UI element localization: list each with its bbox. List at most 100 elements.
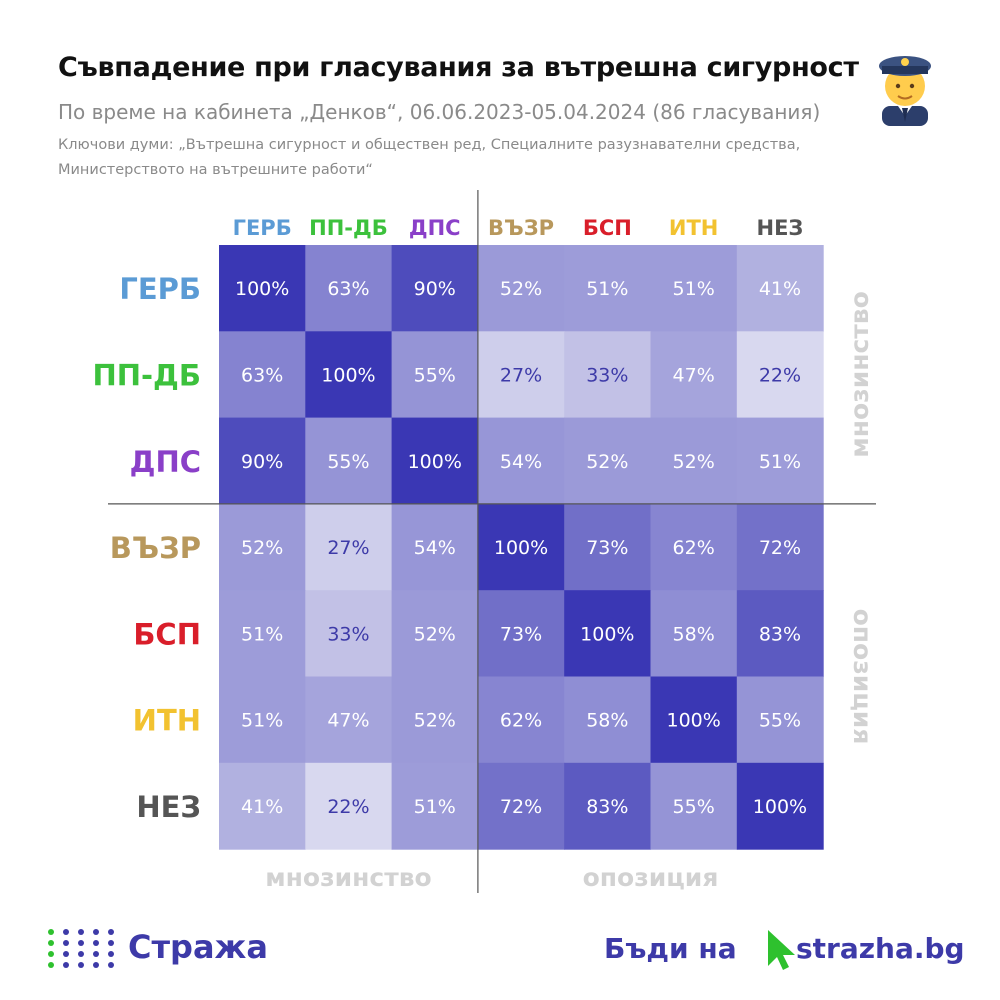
cell-value-label: 54% bbox=[414, 537, 456, 559]
cell-value-label: 100% bbox=[580, 623, 634, 645]
chart-subtitle: По време на кабинета „Денков“, 06.06.202… bbox=[58, 100, 821, 124]
column-header-label: ПП-ДБ bbox=[309, 216, 388, 240]
cell-value-label: 51% bbox=[673, 278, 715, 300]
heatmap-cell bbox=[736, 762, 824, 850]
heatmap-cell bbox=[736, 331, 824, 419]
heatmap-cell bbox=[736, 503, 824, 591]
cell-value-label: 22% bbox=[327, 796, 369, 818]
keywords-line-1: Ключови думи: „Вътрешна сигурност и обще… bbox=[58, 137, 801, 153]
strazha-logo: Стража bbox=[46, 926, 306, 970]
cell-value-label: 51% bbox=[241, 623, 283, 645]
cell-value-label: 22% bbox=[759, 364, 801, 386]
cell-value-label: 100% bbox=[321, 364, 375, 386]
heatmap-cell bbox=[477, 676, 565, 764]
cell-value-label: 90% bbox=[241, 451, 283, 473]
cell-value-label: 51% bbox=[414, 796, 456, 818]
heatmap-cell bbox=[477, 503, 565, 591]
cell-value-label: 73% bbox=[586, 537, 628, 559]
cell-value-label: 55% bbox=[673, 796, 715, 818]
heatmap-cell bbox=[219, 503, 306, 591]
row-header-label: ПП-ДБ bbox=[92, 358, 201, 392]
cell-value-label: 27% bbox=[327, 537, 369, 559]
heatmap-cell bbox=[564, 762, 652, 850]
column-header-label: НЕЗ bbox=[757, 216, 804, 240]
heatmap-cell bbox=[650, 245, 738, 332]
heatmap-cell bbox=[736, 676, 824, 764]
cell-value-label: 83% bbox=[759, 623, 801, 645]
cell-value-label: 55% bbox=[327, 451, 369, 473]
heatmap-cell bbox=[391, 417, 479, 505]
heatmap-cell bbox=[564, 676, 652, 764]
heatmap-cell bbox=[477, 245, 565, 332]
cursor-arrow-icon bbox=[768, 930, 795, 970]
heatmap-cell bbox=[305, 590, 393, 678]
heatmap-cell bbox=[564, 590, 652, 678]
cell-value-label: 100% bbox=[235, 278, 289, 300]
heatmap-cell bbox=[736, 590, 824, 678]
heatmap-cell bbox=[736, 417, 824, 505]
heatmap-cell bbox=[391, 590, 479, 678]
heatmap-cell bbox=[305, 503, 393, 591]
heatmap-cell bbox=[219, 762, 306, 850]
cell-value-label: 100% bbox=[494, 537, 548, 559]
row-header-label: ИТН bbox=[133, 704, 201, 738]
site-link[interactable]: strazha.bg bbox=[796, 932, 965, 965]
row-header-label: ДПС bbox=[130, 445, 201, 479]
cell-value-label: 33% bbox=[586, 364, 628, 386]
footer-cta: Бъди на strazha.bg bbox=[596, 928, 965, 972]
heatmap-cell bbox=[650, 590, 738, 678]
cell-value-label: 62% bbox=[673, 537, 715, 559]
heatmap-cell bbox=[219, 245, 306, 332]
heatmap-cell bbox=[219, 417, 306, 505]
cell-value-label: 52% bbox=[673, 451, 715, 473]
group-label-majority-bottom: мнозинство bbox=[265, 863, 432, 892]
chart-title: Съвпадение при гласувания за вътрешна си… bbox=[58, 52, 859, 83]
heatmap-cell bbox=[650, 676, 738, 764]
cell-value-label: 52% bbox=[500, 278, 542, 300]
heatmap-cell bbox=[477, 417, 565, 505]
row-header-label: ВЪЗР bbox=[110, 531, 201, 565]
cell-value-label: 55% bbox=[414, 364, 456, 386]
heatmap-cell bbox=[305, 676, 393, 764]
cell-value-label: 90% bbox=[414, 278, 456, 300]
group-label-opposition-right: опозиция bbox=[848, 609, 877, 745]
heatmap-cell bbox=[391, 245, 479, 332]
heatmap-cell bbox=[219, 331, 306, 419]
heatmap-cell bbox=[305, 762, 393, 850]
cell-value-label: 27% bbox=[500, 364, 542, 386]
cell-value-label: 62% bbox=[500, 710, 542, 732]
cell-value-label: 55% bbox=[759, 710, 801, 732]
group-label-opposition-bottom: опозиция bbox=[583, 863, 719, 892]
heatmap-cell bbox=[305, 417, 393, 505]
heatmap-cell bbox=[391, 762, 479, 850]
cell-value-label: 100% bbox=[408, 451, 462, 473]
row-header-label: НЕЗ bbox=[136, 790, 201, 824]
heatmap-cell bbox=[305, 331, 393, 419]
heatmap-cell bbox=[564, 245, 652, 332]
heatmap-cell bbox=[219, 590, 306, 678]
row-header-label: ГЕРБ bbox=[119, 272, 201, 306]
row-header-label: БСП bbox=[133, 617, 201, 651]
cell-value-label: 41% bbox=[241, 796, 283, 818]
cell-value-label: 52% bbox=[414, 710, 456, 732]
cell-value-label: 58% bbox=[673, 623, 715, 645]
cell-value-label: 73% bbox=[500, 623, 542, 645]
cell-value-label: 63% bbox=[327, 278, 369, 300]
column-header-label: ВЪЗР bbox=[488, 216, 554, 240]
cell-value-label: 47% bbox=[327, 710, 369, 732]
heatmap-cell bbox=[477, 590, 565, 678]
heatmap-cell bbox=[650, 503, 738, 591]
cta-text: Бъди на bbox=[604, 932, 737, 965]
cell-value-label: 100% bbox=[666, 710, 720, 732]
cell-value-label: 51% bbox=[241, 710, 283, 732]
cell-value-label: 47% bbox=[673, 364, 715, 386]
column-header-label: ГЕРБ bbox=[233, 216, 292, 240]
cell-value-label: 33% bbox=[327, 623, 369, 645]
column-header-label: ДПС bbox=[409, 216, 461, 240]
heatmap-cell bbox=[564, 503, 652, 591]
group-label-majority-right: мнозинство bbox=[845, 291, 874, 458]
cell-value-label: 72% bbox=[500, 796, 542, 818]
cell-value-label: 51% bbox=[586, 278, 628, 300]
cell-value-label: 58% bbox=[586, 710, 628, 732]
